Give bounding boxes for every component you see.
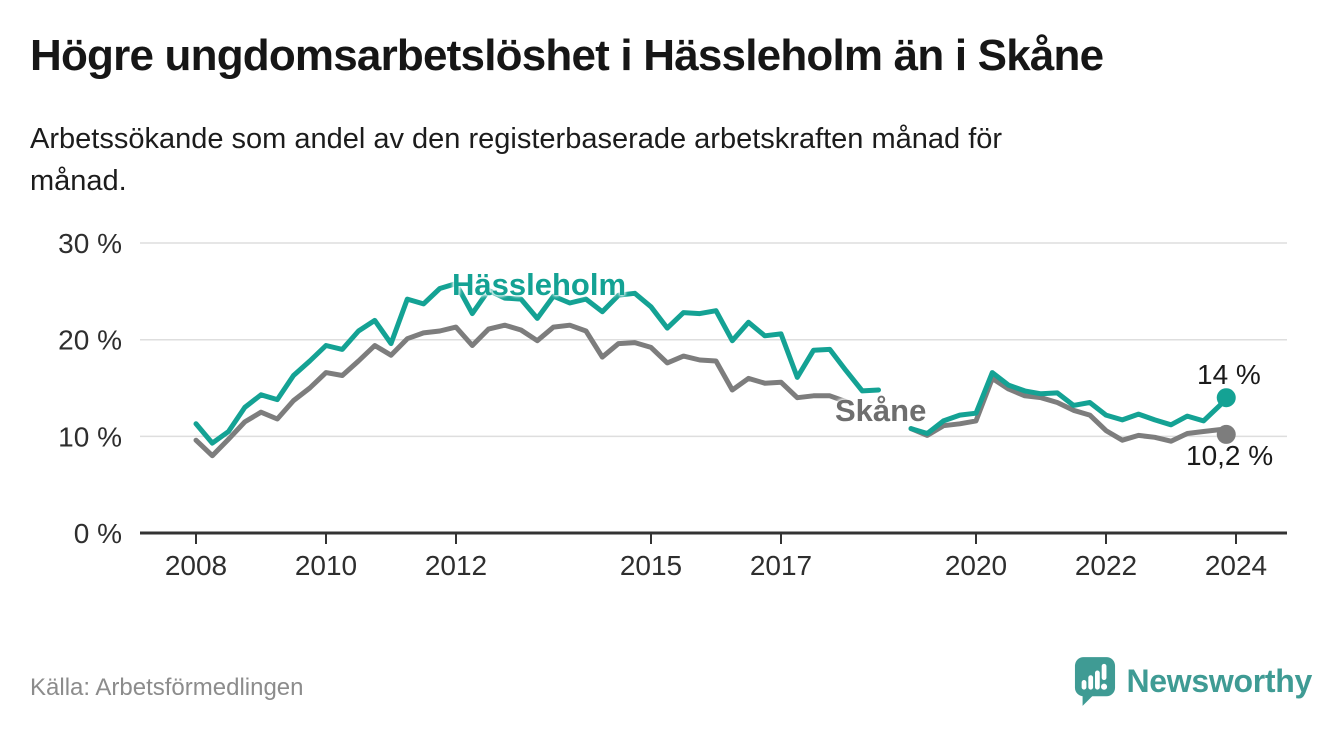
x-tick-label: 2017: [750, 550, 812, 581]
x-tick-label: 2012: [425, 550, 487, 581]
page-title: Högre ungdomsarbetslöshet i Hässleholm ä…: [30, 31, 1104, 80]
end-value-hassleholm: 14 %: [1197, 359, 1261, 390]
y-tick-label: 0 %: [74, 518, 122, 549]
source-note: Källa: Arbetsförmedlingen: [30, 674, 304, 701]
newsworthy-logo-icon: [1074, 656, 1116, 706]
x-tick-label: 2020: [945, 550, 1007, 581]
x-tick-label: 2010: [295, 550, 357, 581]
y-tick-label: 10 %: [58, 421, 122, 452]
series-label-hassleholm: Hässleholm: [452, 267, 627, 302]
x-tick-label: 2022: [1075, 550, 1137, 581]
newsworthy-logo: Newsworthy: [1074, 656, 1313, 706]
chart-subtitle: Arbetssökande som andel av den registerb…: [30, 123, 1003, 198]
series-line-hassleholm: [193, 281, 1229, 446]
newsworthy-logo-text: Newsworthy: [1126, 662, 1313, 699]
end-value-skane: 10,2 %: [1186, 440, 1274, 471]
series-label-skane: Skåne: [835, 393, 927, 428]
y-tick-label: 20 %: [58, 325, 122, 356]
y-tick-label: 30 %: [58, 228, 122, 259]
series-end-dot-hassleholm: [1216, 388, 1236, 408]
series-end-dot-skane: [1216, 424, 1236, 444]
series-line-skane: [193, 322, 1229, 459]
x-tick-label: 2024: [1205, 550, 1267, 581]
x-tick-label: 2008: [165, 550, 227, 581]
x-tick-label: 2015: [620, 550, 682, 581]
